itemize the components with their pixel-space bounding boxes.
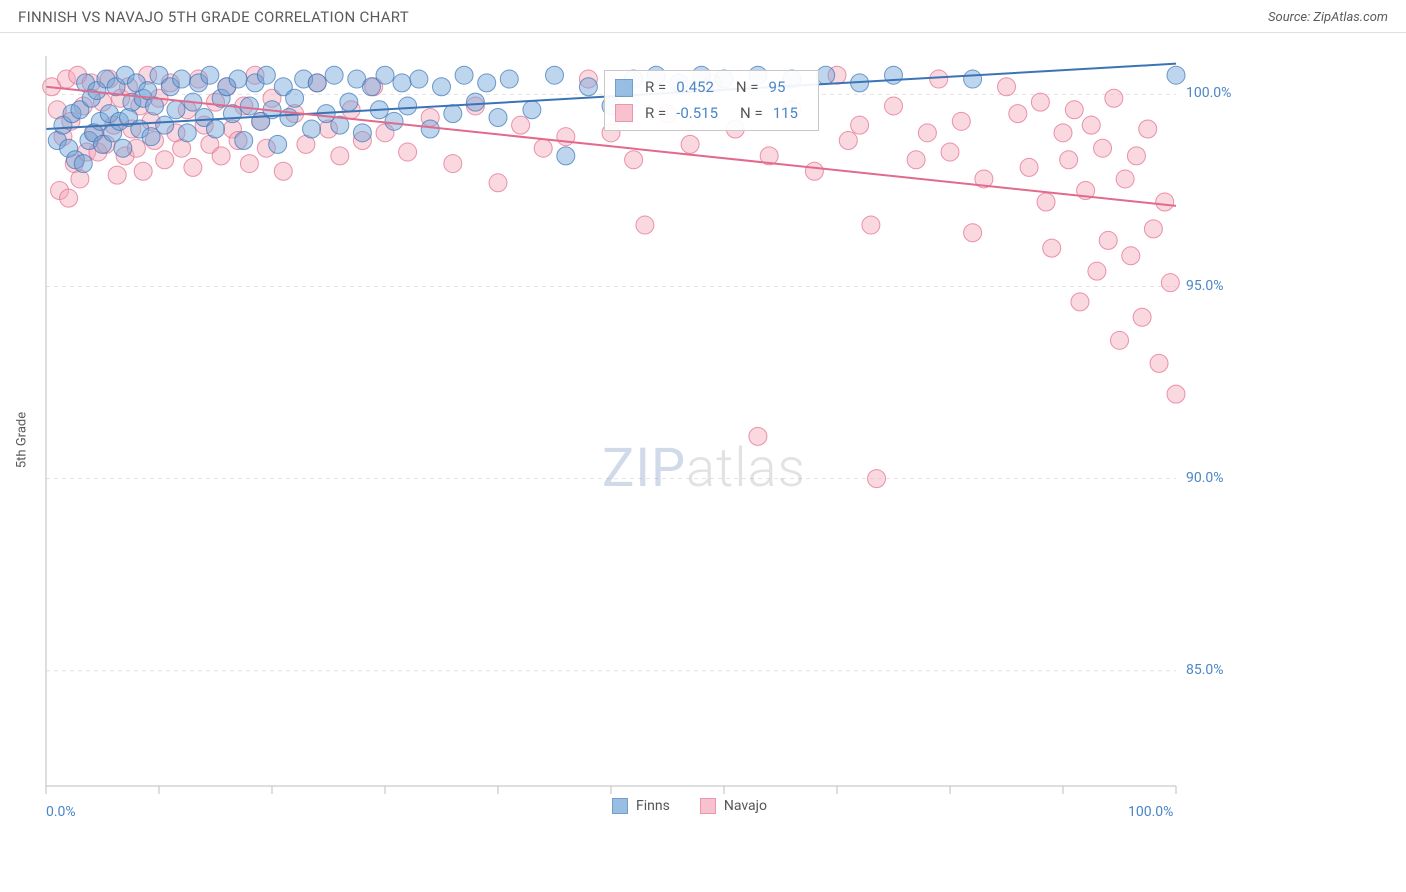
y-tick-label: 100.0%	[1186, 85, 1231, 101]
y-axis-label: 5th Grade	[15, 412, 30, 468]
n-label: N =	[736, 75, 759, 101]
y-tick-label: 90.0%	[1186, 470, 1224, 486]
r-value: 0.452	[676, 75, 714, 101]
series-name: Navajo	[724, 798, 767, 814]
series-legend: Finns Navajo	[612, 798, 767, 814]
legend-row-navajo: R = -0.515 N = 115	[615, 101, 808, 127]
r-label: R =	[645, 101, 666, 127]
series-name: Finns	[636, 798, 670, 814]
r-label: R =	[645, 75, 666, 101]
legend-swatch	[615, 79, 633, 97]
bottom-legend-navajo: Navajo	[700, 798, 767, 814]
correlation-legend: R = 0.452 N = 95 R = -0.515 N = 115	[604, 70, 819, 131]
x-tick-label: 100.0%	[1128, 804, 1173, 820]
chart-title: FINNISH VS NAVAJO 5TH GRADE CORRELATION …	[18, 8, 409, 26]
y-tick-label: 95.0%	[1186, 278, 1224, 294]
bottom-legend-finns: Finns	[612, 798, 670, 814]
n-label: N =	[740, 101, 763, 127]
legend-swatch	[615, 104, 633, 122]
scatter-plot	[42, 52, 1262, 822]
legend-swatch	[700, 798, 716, 814]
y-tick-label: 85.0%	[1186, 662, 1224, 678]
n-value: 115	[773, 101, 798, 127]
r-value: -0.515	[676, 101, 718, 127]
legend-swatch	[612, 798, 628, 814]
legend-row-finns: R = 0.452 N = 95	[615, 75, 808, 101]
chart-container: 5th Grade R =0.452N =95R =-0.515N =115 Z…	[0, 40, 1406, 892]
n-value: 95	[769, 75, 786, 101]
source-attribution: Source: ZipAtlas.com	[1268, 10, 1388, 25]
chart-header: FINNISH VS NAVAJO 5TH GRADE CORRELATION …	[0, 0, 1406, 33]
x-tick-label: 0.0%	[46, 804, 76, 820]
